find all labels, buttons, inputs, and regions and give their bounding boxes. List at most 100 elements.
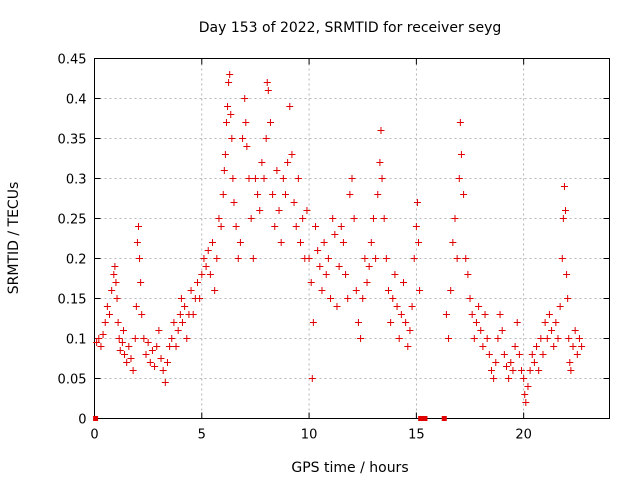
data-point <box>189 311 197 318</box>
data-point <box>357 335 365 342</box>
y-tick-label: 0.35 <box>58 133 87 148</box>
data-point <box>475 303 483 310</box>
data-point <box>174 327 182 334</box>
data-point <box>400 279 407 286</box>
data-point <box>404 343 412 350</box>
data-point <box>312 223 320 230</box>
data-point <box>337 223 345 230</box>
data-point <box>380 215 388 222</box>
data-point <box>515 351 523 358</box>
data-point <box>413 199 421 206</box>
data-point <box>472 319 480 326</box>
data-point <box>415 239 423 246</box>
data-point <box>481 311 489 318</box>
data-point <box>449 239 457 246</box>
data-point <box>559 215 567 222</box>
data-point <box>229 175 237 182</box>
data-point <box>129 367 137 374</box>
data-point <box>441 416 447 421</box>
data-point <box>460 191 468 198</box>
data-point <box>232 223 240 230</box>
x-axis-label: GPS time / hours <box>291 460 408 476</box>
data-point <box>327 295 335 302</box>
x-tick-label: 0 <box>90 428 98 443</box>
data-point <box>350 215 358 222</box>
data-point <box>507 359 515 366</box>
data-point <box>513 319 521 326</box>
y-tick-label: 0.2 <box>66 253 87 268</box>
data-point <box>247 215 255 222</box>
data-point <box>447 287 455 294</box>
data-point <box>550 343 558 350</box>
data-point <box>99 331 107 338</box>
data-point <box>113 295 121 302</box>
data-point <box>118 339 126 346</box>
data-point <box>391 271 399 278</box>
data-point <box>294 175 302 182</box>
data-point <box>127 355 135 362</box>
data-point <box>114 319 122 326</box>
data-point <box>374 191 382 198</box>
data-point <box>485 351 493 358</box>
data-point <box>397 311 405 318</box>
data-point <box>556 303 564 310</box>
data-point <box>307 279 315 286</box>
data-point <box>200 255 208 262</box>
data-point <box>157 355 165 362</box>
data-point <box>578 343 586 350</box>
data-point <box>464 271 472 278</box>
data-point <box>575 335 583 342</box>
data-point <box>275 207 283 214</box>
data-points <box>93 71 586 421</box>
data-point <box>470 335 478 342</box>
data-point <box>106 311 114 318</box>
data-point <box>151 363 159 370</box>
data-point <box>554 335 562 342</box>
data-point <box>498 327 506 334</box>
data-point <box>281 191 289 198</box>
data-point <box>378 175 386 182</box>
data-point <box>187 287 195 294</box>
data-point <box>221 151 229 158</box>
data-point <box>363 279 371 286</box>
data-point <box>520 375 528 382</box>
data-point <box>95 335 103 342</box>
data-point <box>308 375 316 382</box>
data-point <box>146 359 154 366</box>
data-point <box>140 335 148 342</box>
data-point <box>123 359 131 366</box>
data-point <box>408 303 416 310</box>
data-point <box>258 159 266 166</box>
data-point <box>492 359 500 366</box>
data-point <box>286 103 294 110</box>
data-point <box>239 135 247 142</box>
data-point <box>377 127 385 134</box>
data-point <box>331 231 339 238</box>
data-point <box>178 319 186 326</box>
data-point <box>266 119 274 126</box>
data-point <box>133 239 141 246</box>
data-point <box>234 255 242 262</box>
data-point <box>395 335 403 342</box>
data-point <box>116 347 124 354</box>
data-point <box>402 319 410 326</box>
data-point <box>168 335 176 342</box>
data-point <box>213 255 221 262</box>
data-point <box>533 343 541 350</box>
data-point <box>170 319 178 326</box>
data-point <box>103 303 111 310</box>
data-point <box>236 239 244 246</box>
data-point <box>163 359 171 366</box>
data-point <box>108 287 116 294</box>
data-point <box>348 175 356 182</box>
data-point <box>249 255 257 262</box>
data-point <box>528 351 536 358</box>
data-point <box>416 287 424 294</box>
data-point <box>511 343 519 350</box>
data-point <box>318 287 326 294</box>
data-point <box>314 247 322 254</box>
data-point <box>309 319 317 326</box>
data-point <box>224 103 232 110</box>
data-point <box>539 351 547 358</box>
